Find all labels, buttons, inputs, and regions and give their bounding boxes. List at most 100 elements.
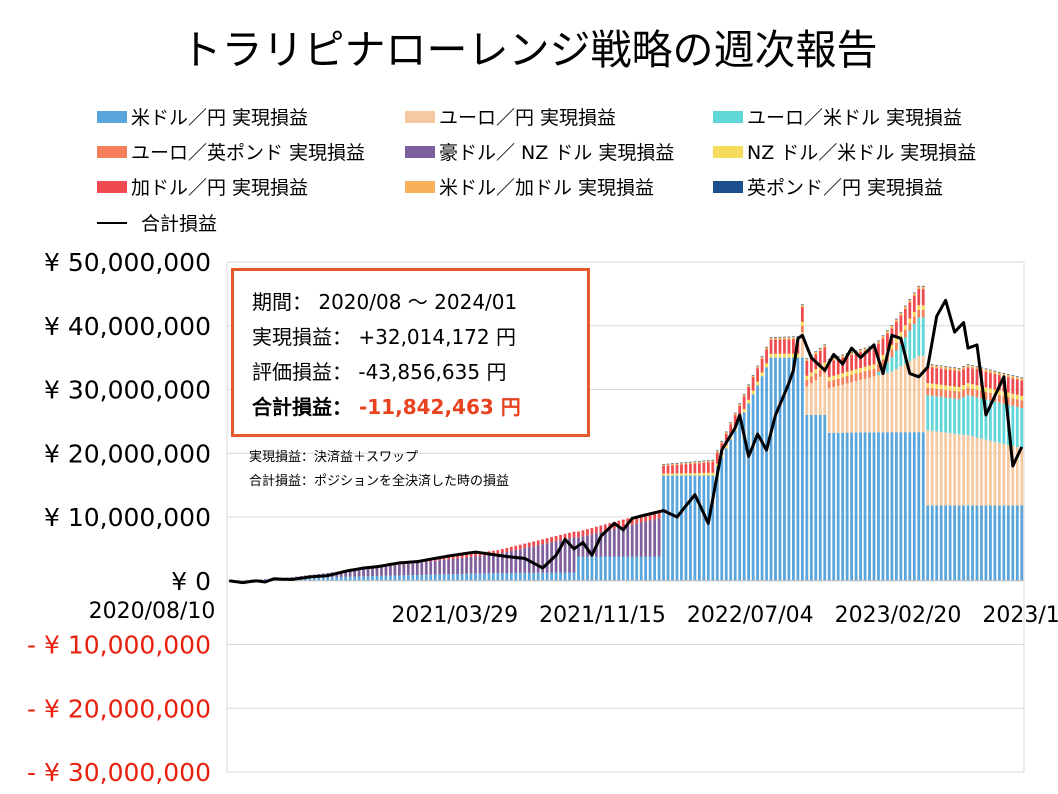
bar-segment — [872, 368, 876, 377]
bar-segment — [321, 577, 325, 581]
bar-segment — [438, 560, 442, 575]
bar-segment — [733, 430, 737, 581]
bar-segment — [948, 433, 952, 506]
bar-segment — [724, 445, 728, 449]
bar-segment — [706, 460, 710, 463]
bar-segment — [989, 392, 992, 401]
unrealized-value: -43,856,635 円 — [358, 360, 507, 384]
bar-segment — [908, 361, 912, 433]
bar-segment — [438, 574, 442, 581]
bar-segment — [997, 390, 1001, 396]
bar-segment — [1011, 375, 1015, 379]
bar-segment — [1002, 372, 1006, 374]
bar-segment — [809, 383, 813, 415]
bar-segment — [899, 331, 903, 337]
bar-segment — [917, 309, 921, 318]
bar-segment — [630, 517, 634, 525]
bar-segment — [756, 366, 759, 369]
bar-segment — [997, 402, 1001, 443]
bar-segment — [626, 556, 630, 581]
bar-segment — [863, 371, 867, 379]
bar-segment — [371, 576, 374, 581]
bar-segment — [944, 366, 948, 370]
bar-segment — [389, 565, 392, 576]
bar-segment — [747, 386, 751, 400]
bar-segment — [948, 369, 952, 386]
bar-segment — [792, 339, 795, 354]
x-tick-label: 2022/07/04 — [687, 603, 814, 628]
bar-segment — [1011, 405, 1015, 447]
bar-segment — [895, 368, 898, 433]
bar-segment — [496, 553, 500, 574]
bar-segment — [532, 572, 536, 581]
bar-segment — [980, 367, 983, 369]
bar-segment — [689, 475, 692, 581]
bar-segment — [689, 461, 692, 463]
bar-segment — [953, 390, 956, 399]
bar-segment — [832, 387, 836, 433]
bar-segment — [742, 394, 746, 397]
bar-segment — [877, 364, 880, 373]
bar-segment — [962, 397, 965, 435]
bar-segment — [742, 412, 746, 581]
bar-segment — [984, 369, 988, 372]
bar-segment — [997, 371, 1001, 373]
bar-segment — [926, 505, 930, 581]
bar-segment — [841, 384, 845, 433]
bar-segment — [903, 305, 907, 307]
bar-segment — [1006, 397, 1010, 405]
bar-segment — [948, 385, 952, 391]
bar-segment — [886, 432, 889, 581]
bar-segment — [689, 473, 692, 476]
bar-segment — [939, 365, 943, 367]
bar-segment — [568, 572, 571, 581]
bar-segment — [1015, 447, 1019, 506]
bar-segment — [339, 576, 343, 581]
bar-segment — [984, 505, 988, 581]
bar-segment — [935, 388, 939, 397]
bar-segment — [975, 366, 979, 367]
bar-segment — [989, 388, 992, 393]
bar-segment — [362, 568, 365, 577]
bar-segment — [1006, 392, 1010, 398]
bar-segment — [868, 377, 871, 433]
bar-segment — [774, 357, 777, 581]
bar-segment — [1020, 378, 1024, 381]
bar-segment — [1015, 394, 1019, 400]
bar-segment — [662, 464, 665, 466]
bar-segment — [675, 475, 679, 581]
bar-segment — [697, 463, 701, 473]
bar-segment — [774, 337, 777, 340]
bar-segment — [483, 555, 486, 574]
bar-segment — [729, 439, 733, 581]
bar-segment — [608, 556, 612, 581]
bar-segment — [720, 441, 724, 444]
bar-segment — [666, 465, 670, 474]
bar-segment — [886, 330, 889, 334]
bar-segment — [962, 505, 965, 581]
bar-segment — [339, 571, 343, 577]
bar-segment — [393, 575, 397, 581]
bar-segment — [375, 575, 379, 581]
bar-segment — [742, 396, 746, 409]
bar-segment — [711, 462, 715, 473]
legend-swatch — [405, 146, 435, 158]
bar-segment — [872, 432, 876, 581]
bar-segment — [930, 364, 934, 365]
bar-segment — [711, 459, 715, 461]
bar-segment — [939, 366, 943, 369]
realized-value: +32,014,172 円 — [358, 325, 516, 349]
bar-segment — [680, 473, 683, 476]
bar-segment — [877, 375, 880, 433]
bar-segment — [263, 579, 267, 581]
bar-segment — [635, 556, 639, 581]
bar-segment — [908, 302, 912, 319]
bar-segment — [966, 364, 970, 365]
bar-segment — [666, 463, 670, 465]
bar-segment — [769, 337, 773, 340]
bar-segment — [908, 299, 912, 300]
bar-segment — [671, 475, 674, 581]
bar-segment — [939, 368, 943, 385]
bar-segment — [1011, 378, 1015, 394]
bar-segment — [989, 505, 992, 581]
